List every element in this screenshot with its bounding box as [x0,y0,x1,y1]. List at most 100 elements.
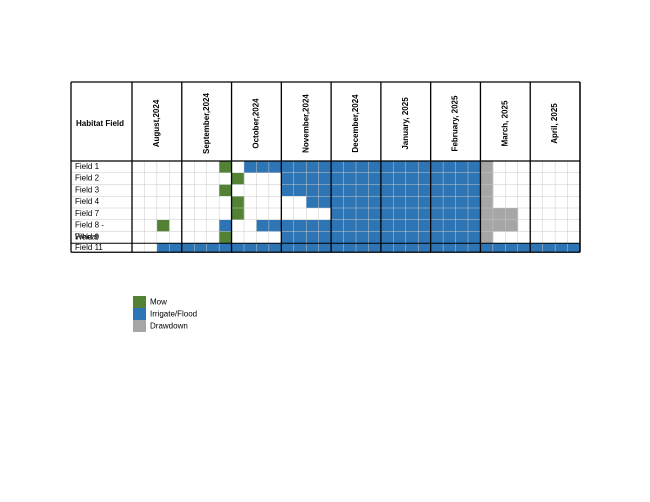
flood-cell [343,231,357,244]
flood-cell [343,243,357,253]
flood-cell [318,184,332,197]
flood-cell [443,243,456,253]
flood-cell [468,208,481,220]
flood-cell [567,243,581,253]
flood-cell [318,219,332,232]
flood-cell [380,184,394,197]
flood-cell [492,243,506,253]
flood-cell [318,231,332,244]
flood-cell [380,196,394,208]
flood-cell [306,231,319,244]
flood-legend-label: Irrigate/Flood [150,310,197,319]
flood-cell [368,243,382,253]
flood-cell [368,231,382,244]
flood-cell [430,243,444,253]
flood-cell [405,208,419,220]
flood-cell [405,219,419,232]
flood-cell [219,219,232,232]
month-header: January, 2025 [401,97,410,150]
flood-cell [293,161,307,173]
flood-cell [356,196,369,208]
mow-cell [219,231,232,244]
drawdown-cell [480,172,494,185]
row-header-label: Habitat Field [76,119,124,128]
flood-cell [293,231,307,244]
flood-cell [219,243,232,253]
flood-cell [455,184,469,197]
flood-cell [281,243,295,253]
flood-cell [555,243,568,253]
flood-cell [343,184,357,197]
flood-cell [343,172,357,185]
mow-cell [219,161,232,173]
flood-cell [430,219,444,232]
flood-cell [331,184,344,197]
flood-cell [455,172,469,185]
flood-cell [418,208,431,220]
flood-cell [393,161,407,173]
flood-cell [430,231,444,244]
month-header: December,2024 [351,94,360,153]
flood-cell [380,172,394,185]
flood-cell [306,161,319,173]
flood-cell [268,219,282,232]
month-header: February, 2025 [451,95,460,151]
flood-cell [455,243,469,253]
flood-cell [443,231,456,244]
flood-cell [418,231,431,244]
flood-cell [331,208,344,220]
flood-cell [468,243,481,253]
flood-cell [443,184,456,197]
month-header: August,2024 [152,99,161,147]
flood-cell [281,219,295,232]
flood-cell [368,172,382,185]
flood-cell [368,208,382,220]
flood-cell [455,196,469,208]
flood-cell [468,219,481,232]
flood-cell [306,243,319,253]
mow-legend-swatch [133,296,146,308]
month-header: September,2024 [202,92,211,153]
flood-cell [393,172,407,185]
mow-cell [219,184,232,197]
flood-cell [393,184,407,197]
field-label: Field 1 [75,162,100,171]
flood-cell [268,243,282,253]
flood-cell [430,172,444,185]
flood-cell [293,219,307,232]
flood-cell [430,184,444,197]
mow-cell [231,208,245,220]
flood-cell [331,219,344,232]
drawdown-cell [492,219,506,232]
flood-cell [281,161,295,173]
mow-legend-label: Mow [150,298,167,307]
flood-cell [268,161,282,173]
flood-cell [256,219,270,232]
flood-cell [281,231,295,244]
flood-cell [393,208,407,220]
flood-cell [405,184,419,197]
flood-cell [405,196,419,208]
drawdown-cell [480,161,494,173]
flood-cell [368,184,382,197]
flood-cell [380,219,394,232]
legend: Mow Irrigate/Flood Drawdown [133,296,197,332]
flood-cell [368,219,382,232]
field-label: Field 11 [75,243,103,252]
flood-cell [181,243,195,253]
flood-cell [443,208,456,220]
flood-cell [306,196,319,208]
flood-cell [306,172,319,185]
flood-cell [256,161,270,173]
flood-cell [455,219,469,232]
flood-cell [293,184,307,197]
drawdown-cell [492,208,506,220]
flood-cell [418,172,431,185]
flood-cell [306,219,319,232]
flood-cell [443,219,456,232]
flood-cell [356,161,369,173]
flood-cell [393,243,407,253]
flood-cell [356,172,369,185]
flood-cell [468,172,481,185]
drawdown-cell [505,208,519,220]
